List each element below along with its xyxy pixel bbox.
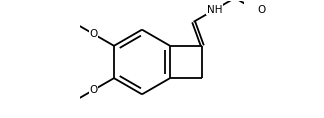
- Text: O: O: [257, 5, 265, 15]
- Text: O: O: [89, 85, 98, 95]
- Text: O: O: [89, 29, 98, 39]
- Text: NH: NH: [206, 5, 222, 15]
